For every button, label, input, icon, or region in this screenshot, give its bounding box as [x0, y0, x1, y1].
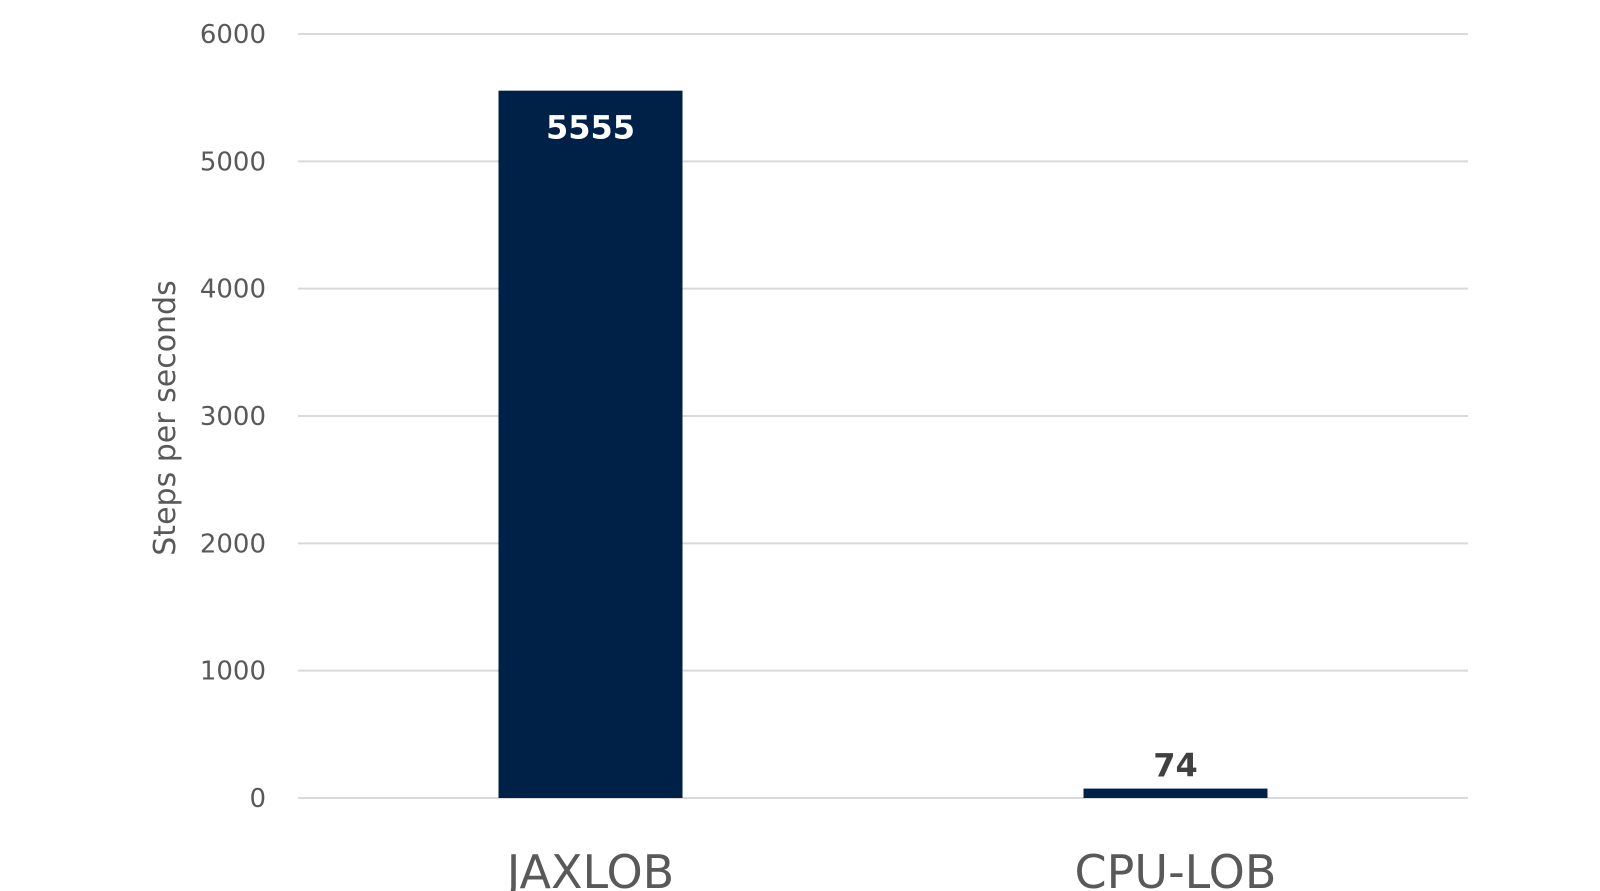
x-tick-label: JAXLOB — [504, 845, 675, 891]
gridlines — [298, 33, 1468, 799]
x-axis-ticks: JAXLOB CPU-LOB — [504, 845, 1277, 891]
y-tick-label: 4000 — [200, 275, 266, 305]
bar-cpu-lob — [1083, 788, 1268, 798]
x-tick-label: CPU-LOB — [1075, 845, 1277, 891]
y-tick-label: 1000 — [200, 657, 266, 687]
y-tick-label: 6000 — [200, 20, 266, 50]
y-axis-ticks: 0 1000 2000 3000 4000 5000 6000 — [200, 20, 266, 814]
y-tick-label: 5000 — [200, 147, 266, 177]
data-labels: 5555 74 — [546, 109, 1198, 785]
data-label: 5555 — [546, 109, 635, 147]
bars — [498, 90, 1268, 798]
bar-jaxlob — [498, 90, 683, 798]
y-tick-label: 0 — [249, 784, 266, 814]
y-tick-label: 2000 — [200, 529, 266, 559]
y-tick-label: 3000 — [200, 402, 266, 432]
y-axis-title: Steps per seconds — [148, 280, 183, 555]
data-label: 74 — [1153, 747, 1198, 785]
